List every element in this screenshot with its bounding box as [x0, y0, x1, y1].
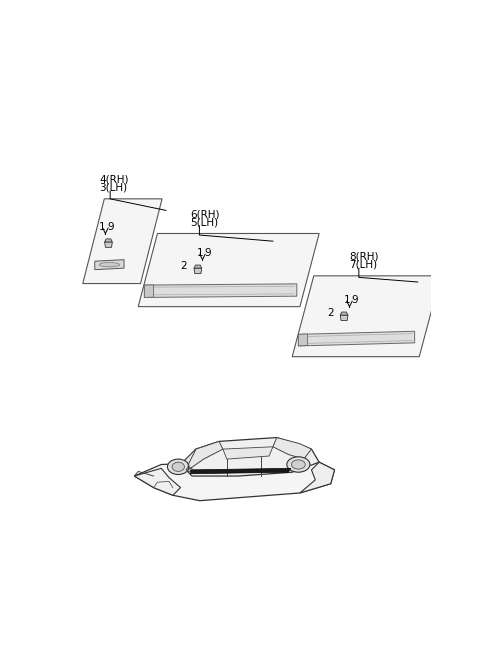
Polygon shape [299, 334, 308, 346]
Polygon shape [138, 234, 319, 306]
Polygon shape [299, 331, 415, 346]
Text: 1: 1 [197, 248, 204, 258]
Text: 9: 9 [108, 222, 114, 232]
Polygon shape [134, 468, 180, 495]
Polygon shape [144, 285, 154, 297]
Text: 2: 2 [327, 308, 334, 318]
Polygon shape [191, 468, 291, 474]
Polygon shape [292, 276, 441, 357]
Polygon shape [180, 438, 319, 476]
Polygon shape [194, 268, 202, 274]
Text: 1: 1 [344, 295, 350, 304]
Polygon shape [300, 462, 335, 493]
Polygon shape [340, 315, 348, 321]
Polygon shape [105, 242, 112, 247]
Text: 5(LH): 5(LH) [190, 217, 218, 228]
Text: 7(LH): 7(LH) [349, 260, 378, 270]
Polygon shape [105, 239, 112, 242]
Ellipse shape [168, 459, 189, 474]
Polygon shape [223, 447, 273, 459]
Polygon shape [180, 441, 223, 470]
Polygon shape [194, 265, 202, 268]
Ellipse shape [287, 457, 310, 472]
Polygon shape [134, 459, 335, 501]
Text: 9: 9 [351, 295, 358, 304]
Polygon shape [340, 312, 348, 315]
Ellipse shape [291, 460, 305, 469]
Polygon shape [273, 438, 312, 459]
Polygon shape [83, 199, 162, 283]
Text: 9: 9 [204, 248, 211, 258]
Text: 4(RH): 4(RH) [99, 175, 129, 185]
Text: 6(RH): 6(RH) [190, 210, 220, 220]
Text: 1: 1 [99, 222, 106, 232]
Ellipse shape [172, 462, 184, 472]
Text: 2: 2 [180, 261, 187, 271]
Text: 8(RH): 8(RH) [349, 252, 379, 262]
Text: 3(LH): 3(LH) [99, 182, 128, 193]
Polygon shape [95, 260, 124, 270]
Polygon shape [144, 284, 297, 297]
Ellipse shape [99, 262, 120, 267]
